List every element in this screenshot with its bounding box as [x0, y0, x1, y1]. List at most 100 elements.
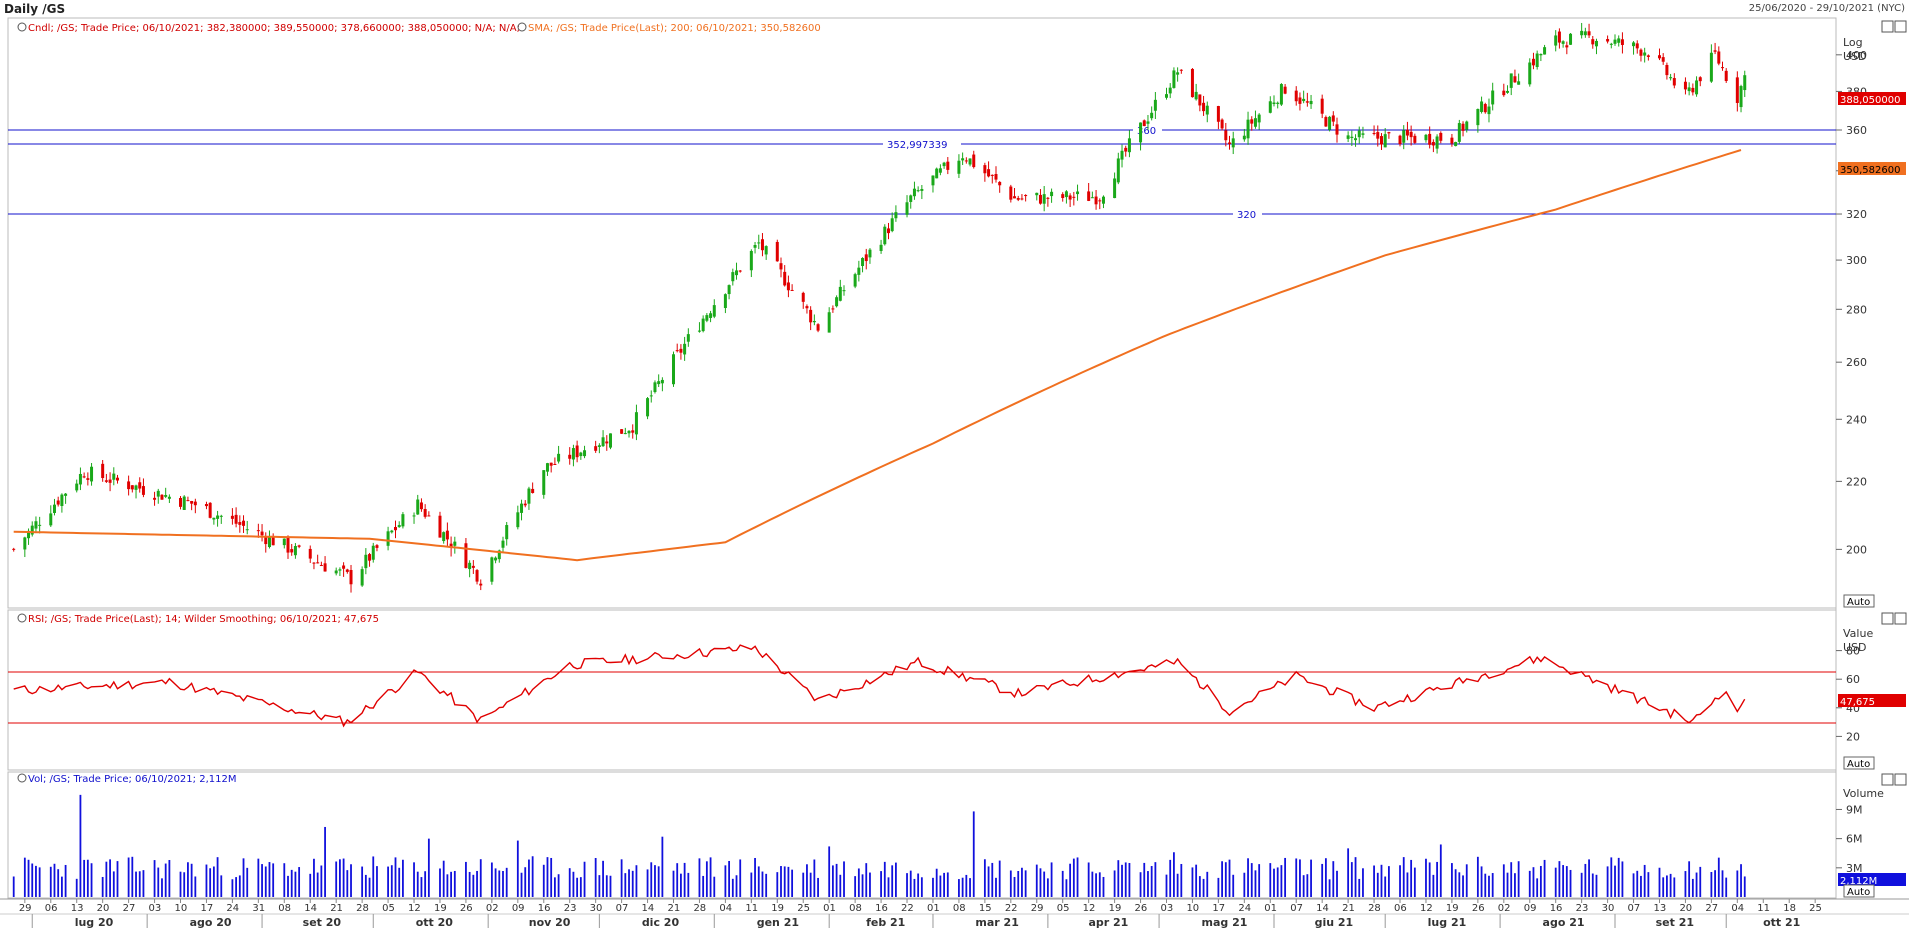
volume-bar [1539, 865, 1542, 897]
x-day-label: 21 [668, 903, 681, 914]
candle [1357, 126, 1361, 144]
candle [1594, 38, 1598, 55]
volume-bar [857, 868, 860, 897]
volume-bar [35, 865, 37, 897]
vol-auto-button[interactable]: Auto [1843, 884, 1875, 898]
volume-bar [1243, 872, 1246, 897]
volume-bar [1480, 866, 1483, 897]
candle [208, 502, 212, 519]
volume-bar [932, 877, 934, 897]
x-day-label: 05 [382, 903, 395, 914]
price-auto-button[interactable]: Auto [1843, 594, 1875, 608]
candle [853, 272, 857, 289]
volume-bar [1043, 871, 1046, 897]
candle [1635, 40, 1639, 54]
volume-bar [654, 865, 656, 897]
volume-bar [791, 869, 794, 897]
volume-bar [494, 868, 497, 897]
x-day-label: 27 [1705, 903, 1718, 914]
maximize-icon[interactable] [1881, 773, 1894, 786]
close-icon[interactable] [1894, 612, 1907, 625]
volume-bar [57, 869, 60, 897]
volume-bar [272, 863, 275, 897]
candle [1350, 130, 1354, 146]
volume-bar [1432, 874, 1435, 897]
x-day-label: 26 [460, 903, 473, 914]
close-icon[interactable] [1894, 20, 1907, 33]
hline-label: 352,997339 [887, 140, 947, 151]
candle [861, 257, 865, 273]
candle [286, 535, 290, 559]
volume-bar [991, 862, 994, 897]
candle [479, 579, 483, 591]
x-day-label: 09 [512, 903, 525, 914]
volume-bar [1666, 875, 1668, 897]
candle [883, 224, 887, 246]
chart-header: Daily /GS 25/06/2020 - 29/10/2021 (NYC) [0, 0, 1909, 18]
candle [1587, 23, 1591, 39]
candle [679, 344, 683, 360]
volume-bar [995, 877, 997, 897]
volume-bar [728, 860, 731, 897]
candle [368, 552, 372, 567]
x-month-label: apr 21 [1088, 916, 1128, 929]
x-day-label: 19 [1446, 903, 1459, 914]
volume-bar [1117, 860, 1120, 897]
indicator-icon[interactable] [17, 613, 27, 623]
indicator-icon[interactable] [517, 22, 527, 32]
candle [1354, 134, 1358, 147]
volume-bar [31, 863, 34, 897]
volume-bar [1195, 864, 1198, 897]
candle [608, 433, 612, 450]
candle [1580, 22, 1584, 39]
candle [1531, 52, 1535, 70]
maximize-icon[interactable] [1881, 612, 1894, 625]
volume-bar [1595, 874, 1598, 897]
x-month-label: mar 21 [975, 916, 1018, 929]
volume-bars [12, 794, 1746, 897]
candle [1305, 92, 1309, 107]
candle [342, 562, 346, 577]
candle [56, 496, 60, 507]
volume-bar [1021, 867, 1023, 897]
volume-bar [1354, 857, 1357, 897]
rsi-auto-button[interactable]: Auto [1843, 756, 1875, 770]
indicator-icon[interactable] [17, 22, 27, 32]
candle [1335, 117, 1339, 143]
close-icon[interactable] [1894, 773, 1907, 786]
volume-bar [320, 865, 323, 897]
volume-bar [913, 878, 916, 897]
candle [1190, 68, 1194, 98]
candle [1717, 46, 1721, 66]
volume-bar [542, 864, 545, 897]
volume-bar [739, 859, 742, 897]
candle [1320, 94, 1324, 119]
x-month-label: set 20 [303, 916, 342, 929]
candle [916, 186, 920, 193]
volume-bar [502, 870, 504, 897]
maximize-icon[interactable] [1881, 20, 1894, 33]
candle [1724, 68, 1728, 83]
volume-bar [53, 863, 56, 897]
volume-bar [594, 858, 597, 897]
x-day-label: 12 [1083, 903, 1096, 914]
candle [1331, 111, 1335, 127]
volume-bar [142, 870, 145, 897]
candle [783, 265, 787, 287]
candle [809, 306, 813, 331]
sma-legend: SMA; /GS; Trade Price(Last); 200; 06/10/… [528, 23, 821, 34]
x-day-label: 20 [1679, 903, 1692, 914]
hline-label-bg [1133, 123, 1162, 136]
candle [1153, 92, 1157, 119]
candle [1528, 58, 1532, 87]
volume-bar [1714, 870, 1716, 897]
volume-bar [1610, 857, 1613, 897]
indicator-icon[interactable] [17, 773, 27, 783]
volume-bar [1072, 858, 1075, 897]
volume-bar [1124, 862, 1127, 897]
x-day-label: 31 [252, 903, 265, 914]
volume-bar [943, 872, 945, 897]
volume-bar [998, 860, 1001, 897]
volume-bar [887, 877, 890, 897]
